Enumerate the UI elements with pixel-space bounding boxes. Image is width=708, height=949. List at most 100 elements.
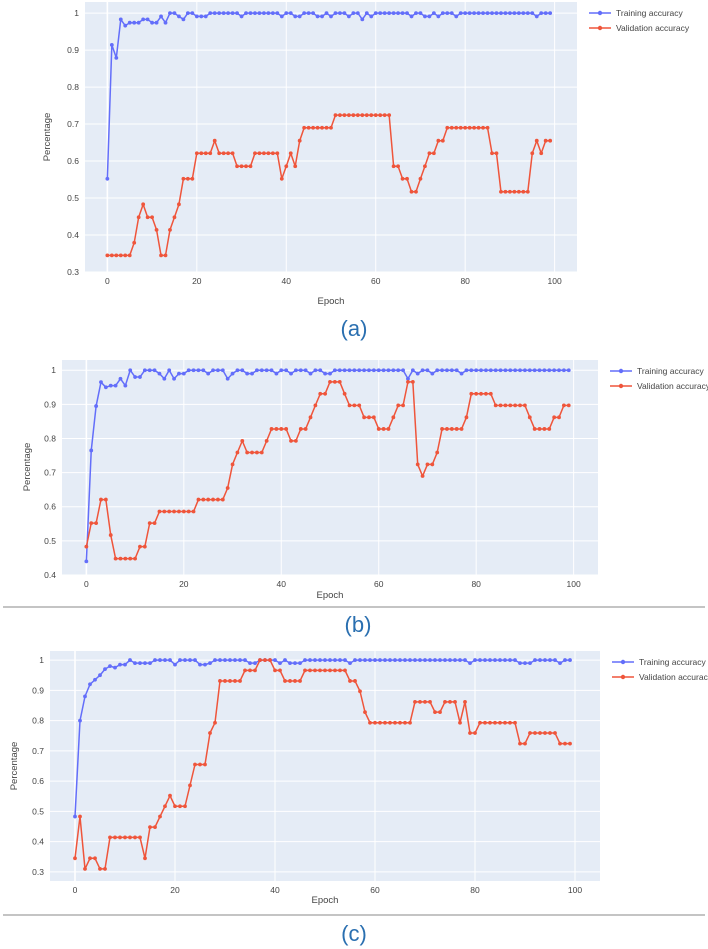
training-point	[443, 658, 447, 662]
training-point	[425, 368, 430, 373]
validation-point	[208, 151, 213, 156]
chart-panel-b: 0.4 0.5 0.6 0.7 0.8 0.9 1 0 20 40 60 80 100 Epoch P…	[3, 360, 708, 637]
validation-point	[485, 125, 490, 130]
validation-point	[230, 151, 235, 156]
validation-point	[288, 151, 293, 156]
validation-point	[493, 720, 497, 725]
validation-point	[448, 699, 452, 704]
training-point	[313, 658, 317, 662]
training-point	[255, 368, 259, 373]
validation-point	[532, 427, 537, 431]
validation-point	[217, 151, 222, 156]
validation-point	[162, 509, 167, 514]
x-tick-label: 80	[460, 276, 470, 286]
validation-point	[523, 403, 527, 408]
training-point	[369, 14, 374, 19]
validation-line	[107, 114, 551, 257]
training-point	[552, 368, 557, 373]
validation-point	[369, 113, 374, 118]
validation-point	[427, 151, 432, 156]
training-point	[337, 368, 342, 373]
training-point	[293, 661, 297, 666]
validation-point	[150, 215, 154, 220]
validation-point	[438, 710, 442, 715]
training-point	[484, 368, 488, 373]
training-point	[172, 11, 177, 16]
training-point	[118, 376, 123, 381]
training-point	[493, 658, 497, 662]
legend-validation-marker	[618, 383, 624, 389]
training-point	[297, 14, 302, 19]
training-point	[183, 658, 187, 662]
gridlines	[50, 651, 600, 881]
training-point	[320, 14, 324, 19]
training-series	[105, 11, 553, 181]
validation-point	[275, 151, 280, 156]
training-point	[228, 658, 232, 662]
validation-point	[84, 544, 89, 549]
training-point	[141, 17, 146, 22]
validation-point	[138, 835, 142, 840]
figure-caption-a: (a)	[341, 316, 368, 341]
validation-point	[351, 113, 356, 118]
validation-point	[323, 391, 328, 396]
training-point	[448, 658, 452, 662]
validation-line	[74, 659, 570, 870]
validation-point	[245, 450, 250, 455]
validation-point	[476, 125, 481, 130]
y-axis-ticks: 0.3 0.4 0.5 0.6 0.7 0.8 0.9 1	[32, 655, 44, 877]
validation-point	[561, 403, 566, 408]
validation-point	[311, 125, 316, 130]
validation-point	[127, 253, 132, 258]
validation-point	[147, 521, 152, 526]
training-point	[532, 368, 537, 373]
training-point	[114, 55, 119, 60]
training-point	[512, 11, 517, 16]
training-point	[284, 368, 289, 373]
training-point	[145, 17, 150, 22]
training-point	[240, 368, 245, 373]
training-point	[333, 11, 338, 16]
x-tick-label: 80	[471, 579, 481, 589]
legend-validation-marker	[597, 25, 603, 31]
training-point	[230, 371, 235, 376]
validation-point	[154, 227, 159, 232]
training-point	[185, 11, 190, 16]
validation-point	[371, 415, 376, 420]
validation-point	[293, 679, 297, 683]
training-point	[308, 371, 313, 376]
legend: Training accuracy Validation accuracy	[612, 657, 708, 682]
training-point	[342, 368, 347, 373]
training-point	[516, 11, 521, 16]
validation-point	[508, 720, 512, 725]
validation-point	[201, 497, 206, 502]
x-tick-label: 40	[277, 579, 287, 589]
training-point	[318, 658, 322, 662]
validation-point	[382, 113, 387, 118]
training-point	[558, 661, 562, 666]
validation-point	[367, 415, 371, 420]
validation-point	[278, 668, 282, 673]
training-point	[152, 368, 157, 373]
validation-point	[248, 164, 253, 169]
training-point	[454, 368, 459, 373]
training-point	[253, 11, 257, 16]
legend: Training accuracy Validation accuracy	[610, 366, 708, 391]
y-axis-ticks: 0.4 0.5 0.6 0.7 0.8 0.9 1	[44, 365, 56, 580]
training-point	[315, 14, 320, 19]
series-layer	[105, 11, 553, 258]
validation-point	[423, 164, 427, 169]
training-point	[498, 658, 502, 662]
validation-point	[123, 835, 127, 840]
validation-point	[152, 521, 157, 526]
training-point	[279, 14, 284, 19]
training-point	[440, 368, 444, 373]
validation-point	[488, 391, 493, 396]
validation-point	[440, 138, 445, 143]
training-point	[373, 11, 378, 16]
training-point	[217, 11, 222, 16]
validation-point	[458, 720, 462, 725]
validation-point	[469, 391, 474, 396]
training-point	[405, 11, 409, 16]
training-point	[538, 658, 542, 662]
